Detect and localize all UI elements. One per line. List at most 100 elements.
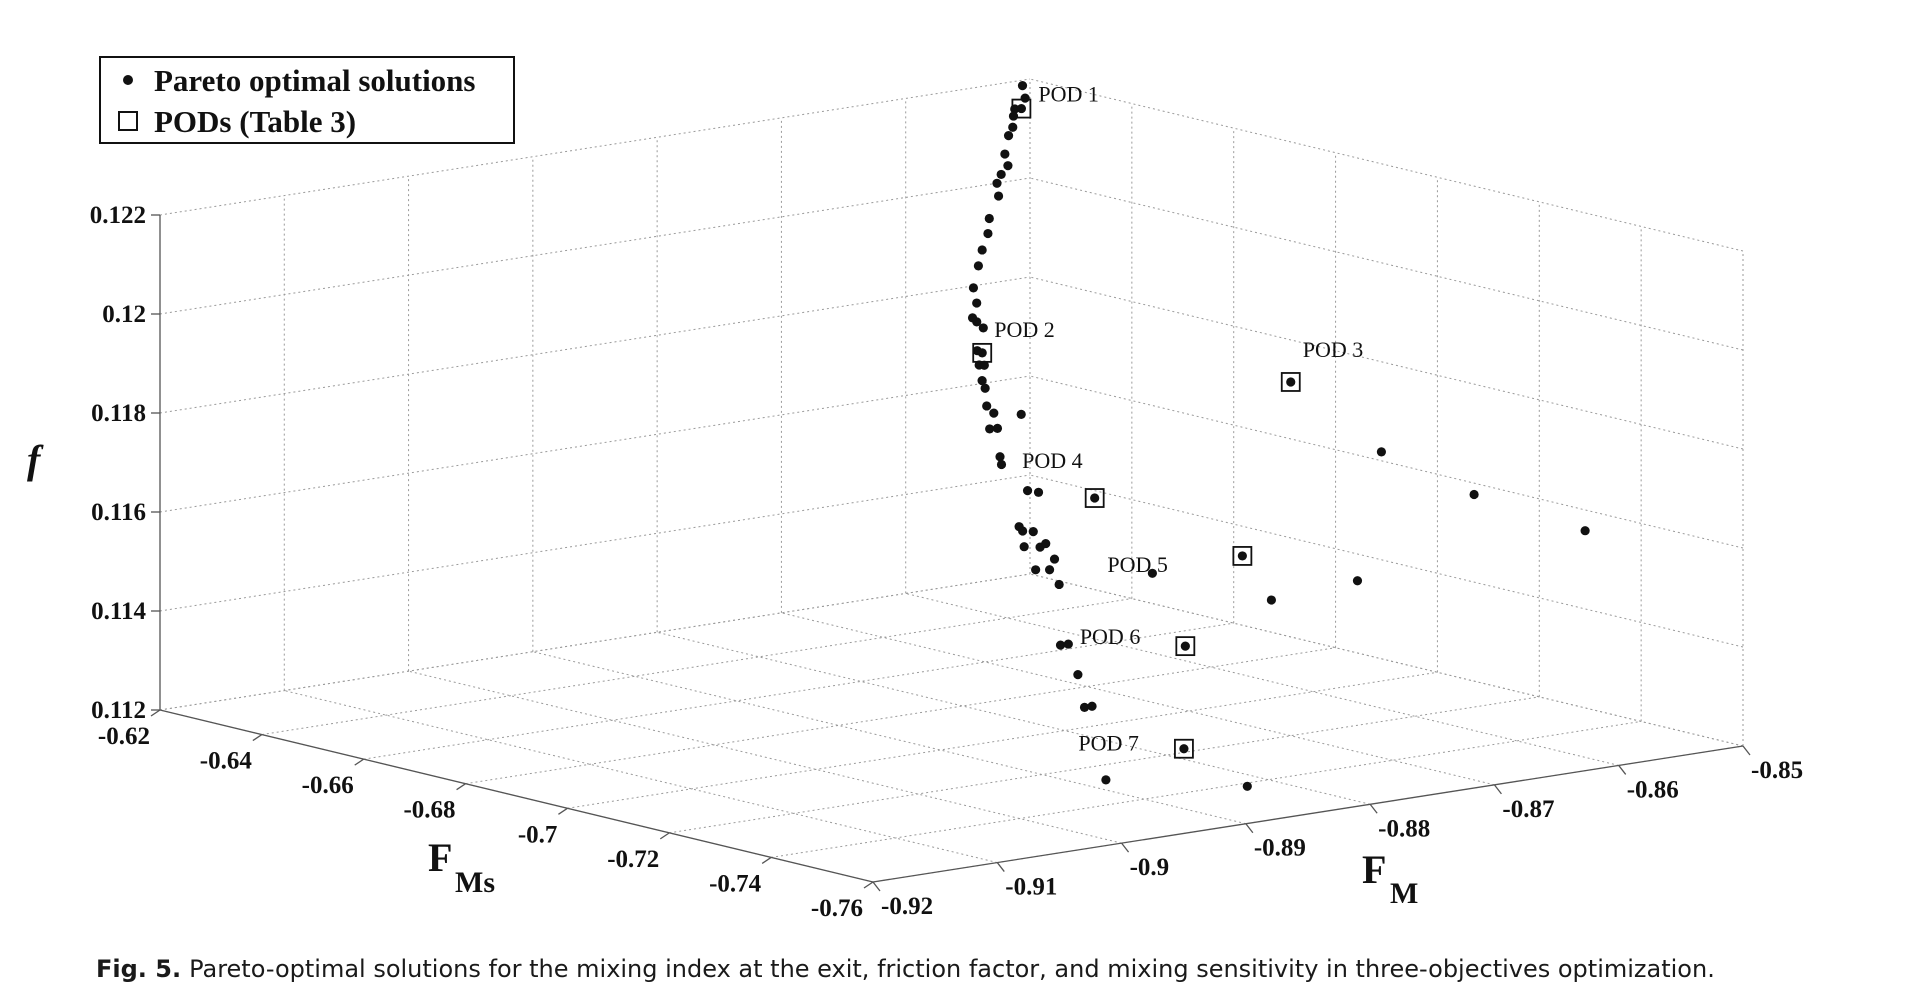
y-tick-label: -0.64 <box>200 748 253 775</box>
y-axis-label-main: F <box>428 835 452 880</box>
pareto-point <box>993 191 1004 201</box>
pod-marker <box>1232 546 1253 566</box>
y-axis-label: F Ms <box>428 835 495 899</box>
pareto-point <box>1049 554 1060 564</box>
pod-label: POD 7 <box>1078 731 1139 756</box>
pareto-point <box>973 261 984 271</box>
grid-line-x-floor <box>532 651 1246 825</box>
grid-line-y-floor <box>771 720 1642 858</box>
z-tick-label: 0.116 <box>91 499 146 526</box>
pareto-point <box>1087 701 1097 711</box>
pareto-point <box>1003 161 1013 171</box>
y-tick-label: -0.74 <box>709 870 762 897</box>
caption-text: Pareto-optimal solutions for the mixing … <box>189 955 1715 983</box>
z-axis-label: f <box>27 437 44 482</box>
pareto-point <box>980 383 990 393</box>
figure-caption: Fig. 5. Pareto-optimal solutions for the … <box>96 955 1715 983</box>
pareto-point <box>1266 595 1277 605</box>
y-tick-mark <box>863 881 874 889</box>
pod-point <box>1179 744 1189 754</box>
pod-marker <box>1174 738 1194 759</box>
grid-line-z-sidewall <box>1029 375 1744 549</box>
pareto-point <box>1063 639 1073 649</box>
pareto-point <box>984 213 994 224</box>
pareto-point <box>1242 781 1252 791</box>
x-axis-label-sub: M <box>1390 877 1418 910</box>
y-axis-label-sub: Ms <box>455 866 495 899</box>
pareto-point <box>968 283 979 293</box>
legend-square-marker <box>118 111 138 131</box>
x-tick-label: -0.85 <box>1751 757 1803 784</box>
pareto-point <box>979 360 989 370</box>
pareto-point <box>982 401 992 411</box>
pod-marker <box>1280 372 1301 392</box>
pod-point <box>1237 551 1247 561</box>
x-tick-mark <box>1121 842 1130 853</box>
x-tick-mark <box>1493 784 1502 795</box>
grid-line-z-backwall <box>159 177 1031 315</box>
tick-labels: -0.85-0.86-0.87-0.88-0.89-0.9-0.91-0.92-… <box>90 202 1803 922</box>
grid-line-z-sidewall <box>1029 474 1744 648</box>
y-tick-label: -0.76 <box>811 895 863 922</box>
legend-label-pareto: Pareto optimal solutions <box>154 63 476 98</box>
z-tick-label: 0.112 <box>91 697 146 724</box>
pod-point <box>1090 493 1100 503</box>
pareto-point <box>1028 527 1038 537</box>
y-tick-label: -0.7 <box>518 821 558 848</box>
pareto-point <box>989 408 999 418</box>
x-tick-mark <box>1369 803 1378 814</box>
x-tick-label: -0.89 <box>1254 835 1306 862</box>
x-tick-label: -0.9 <box>1130 854 1170 881</box>
y-tick-mark <box>150 709 161 717</box>
pareto-point <box>967 313 978 323</box>
y-tick-mark <box>558 807 568 815</box>
x-tick-label: -0.92 <box>881 893 933 920</box>
pod-point <box>1286 377 1296 387</box>
pareto-point <box>1055 640 1066 650</box>
pareto-point <box>1041 538 1051 549</box>
pareto-point <box>977 245 987 255</box>
pareto-point <box>983 228 993 239</box>
pareto-point <box>1054 579 1064 590</box>
pareto-point <box>1031 565 1041 575</box>
legend-box <box>99 56 515 144</box>
pareto-point <box>1018 526 1028 536</box>
data-points <box>967 80 1590 791</box>
pareto-point <box>1017 80 1028 91</box>
grid-line-x-floor <box>657 631 1371 805</box>
pareto-point <box>1580 526 1590 536</box>
grid-line-z-backwall <box>159 375 1031 513</box>
pareto-point <box>1376 447 1387 457</box>
pareto-point <box>996 169 1006 180</box>
y-axis-line <box>159 709 874 883</box>
pareto-point <box>985 424 995 434</box>
pod-point <box>1180 641 1190 651</box>
pod-markers: POD 1 POD 2 POD 3 POD 4 POD 5 POD 6 POD 7 <box>972 82 1363 759</box>
y-tick-label: -0.62 <box>98 723 150 750</box>
pareto-point <box>1101 775 1111 785</box>
pareto-point <box>977 375 987 386</box>
grid-line-z-sidewall <box>1029 276 1744 450</box>
pareto-point <box>1016 409 1026 419</box>
y-tick-mark <box>659 832 670 840</box>
x-tick-mark <box>1618 765 1627 775</box>
y-tick-mark <box>252 734 263 742</box>
y-tick-mark <box>761 856 772 864</box>
grid-line-x-floor <box>284 690 998 864</box>
z-tick-label: 0.118 <box>91 400 146 427</box>
grid-line-x-floor <box>781 612 1495 786</box>
x-axis-line <box>872 745 1744 883</box>
pareto-point <box>1073 670 1083 680</box>
grid-line-z-sidewall <box>1029 78 1744 252</box>
pareto-point <box>1147 568 1157 578</box>
pod-label: POD 5 <box>1107 552 1168 577</box>
x-tick-mark <box>996 862 1005 872</box>
grid-line-y-floor <box>669 696 1540 834</box>
pareto-point <box>1469 489 1479 500</box>
grid-lines <box>159 78 1744 883</box>
pod-marker <box>1084 488 1105 508</box>
pareto-point <box>978 323 988 333</box>
x-tick-mark <box>1245 823 1254 834</box>
pod-point <box>977 348 987 358</box>
pareto-point <box>972 298 982 308</box>
